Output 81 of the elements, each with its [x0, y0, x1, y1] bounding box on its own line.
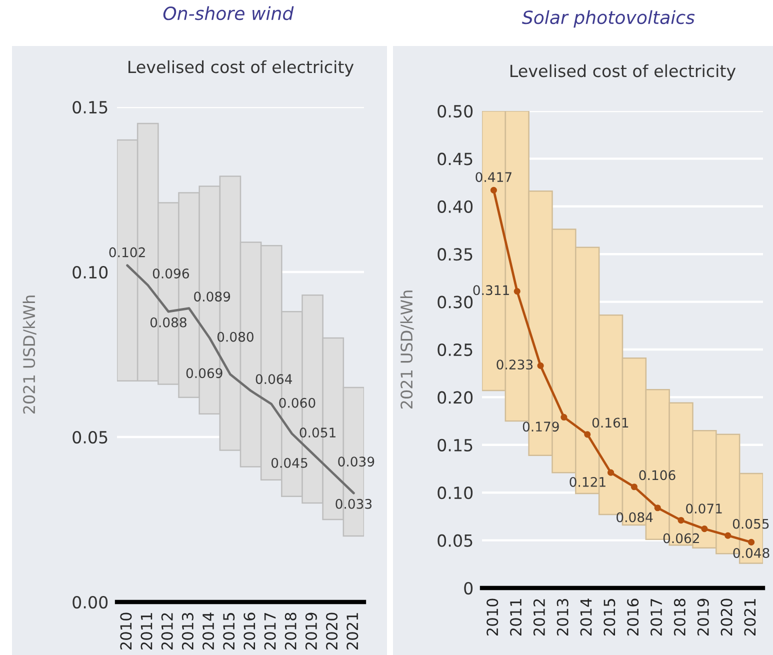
data-label: 0.161: [592, 418, 628, 428]
data-label: 0.106: [639, 470, 676, 480]
x-tick-label: 2020: [326, 612, 338, 650]
data-label: 0.311: [473, 285, 509, 296]
x-tick-label: 2016: [627, 598, 639, 636]
y-tick-label: 0.15: [72, 100, 108, 114]
data-label: 0.089: [194, 292, 230, 302]
data-label: 0.071: [686, 504, 722, 514]
x-tick-label: 2011: [510, 599, 522, 636]
x-tick-label: 2020: [720, 598, 732, 636]
point: [701, 526, 708, 532]
point: [607, 469, 614, 476]
data-label: 0.045: [271, 458, 308, 468]
data-label: 0.048: [733, 548, 770, 558]
data-label: 0.096: [152, 268, 189, 278]
x-tick-label: 2019: [305, 612, 317, 650]
data-label: 0.033: [336, 498, 372, 509]
data-label: 0.062: [663, 533, 699, 544]
data-label: 0.233: [496, 360, 533, 370]
point: [490, 186, 498, 194]
data-label: 0.064: [256, 374, 292, 384]
data-label: 0.060: [279, 398, 316, 408]
y-tick-label: 0.15: [438, 438, 472, 452]
y-tick-label: 0.45: [438, 152, 472, 166]
x-tick-label: 2017: [264, 613, 276, 650]
y-tick-label: 0.50: [438, 104, 473, 118]
data-label: 0.069: [186, 368, 222, 378]
data-label: 0.080: [217, 332, 254, 342]
x-tick-label: 2021: [744, 599, 756, 636]
point: [630, 484, 638, 490]
x-tick-label: 2019: [697, 598, 709, 636]
y-tick-label: 0.30: [438, 296, 473, 308]
point: [678, 516, 684, 524]
x-tick-label: 2015: [604, 599, 616, 636]
x-tick-label: 2017: [650, 599, 662, 636]
data-label: 0.121: [570, 476, 606, 487]
data-label: 0.102: [109, 247, 145, 258]
data-label: 0.039: [338, 456, 374, 467]
y-tick-label: 0.40: [438, 200, 473, 213]
x-tick-label: 2010: [120, 612, 132, 650]
point: [654, 504, 661, 512]
x-tick-label: 2013: [556, 598, 568, 636]
y-tick-label: 0.25: [438, 343, 472, 356]
y-tick-label: 0: [464, 582, 473, 595]
point: [537, 362, 544, 370]
data-label: 0.055: [732, 518, 769, 529]
data-label: 0.051: [300, 428, 336, 438]
y-tick-label: 0.05: [438, 534, 472, 547]
x-tick-label: 2012: [533, 599, 545, 636]
chart-title: Solar photovoltaics: [522, 10, 695, 28]
y-tick-label: 0.05: [72, 430, 108, 444]
x-tick-label: 2011: [140, 613, 152, 650]
point: [748, 538, 755, 546]
data-label: 0.084: [616, 512, 653, 522]
x-tick-label: 2013: [182, 612, 194, 650]
chart-subtitle: Levelised cost of electricity: [510, 64, 736, 80]
x-tick-label: 2018: [284, 612, 296, 650]
x-tick-label: 2010: [486, 598, 498, 636]
x-tick-label: 2015: [223, 613, 235, 650]
y-tick-label: 0.10: [438, 486, 473, 500]
x-tick-label: 2014: [580, 598, 592, 636]
point: [560, 414, 568, 421]
x-tick-label: 2021: [346, 613, 358, 650]
point: [514, 288, 520, 295]
y-tick-label: 0.20: [438, 391, 473, 404]
x-tick-label: 2012: [161, 613, 173, 650]
x-tick-label: 2016: [244, 612, 256, 650]
chart-subtitle: Levelised cost of electricity: [128, 60, 354, 76]
chart-title: On-shore wind: [163, 6, 294, 20]
x-tick-label: 2018: [674, 598, 686, 636]
point: [584, 431, 591, 438]
data-label: 0.088: [150, 317, 186, 328]
y-tick-label: 0.10: [72, 266, 108, 279]
y-axis-title: 2021 USD/kWh: [400, 290, 414, 409]
point: [724, 532, 732, 539]
data-label: 0.417: [476, 172, 512, 182]
data-label: 0.179: [522, 422, 559, 432]
y-tick-label: 0.00: [72, 596, 108, 609]
y-axis-title: 2021 USD/kWh: [22, 296, 36, 414]
y-tick-label: 0.35: [438, 248, 472, 261]
x-tick-label: 2014: [202, 612, 214, 650]
